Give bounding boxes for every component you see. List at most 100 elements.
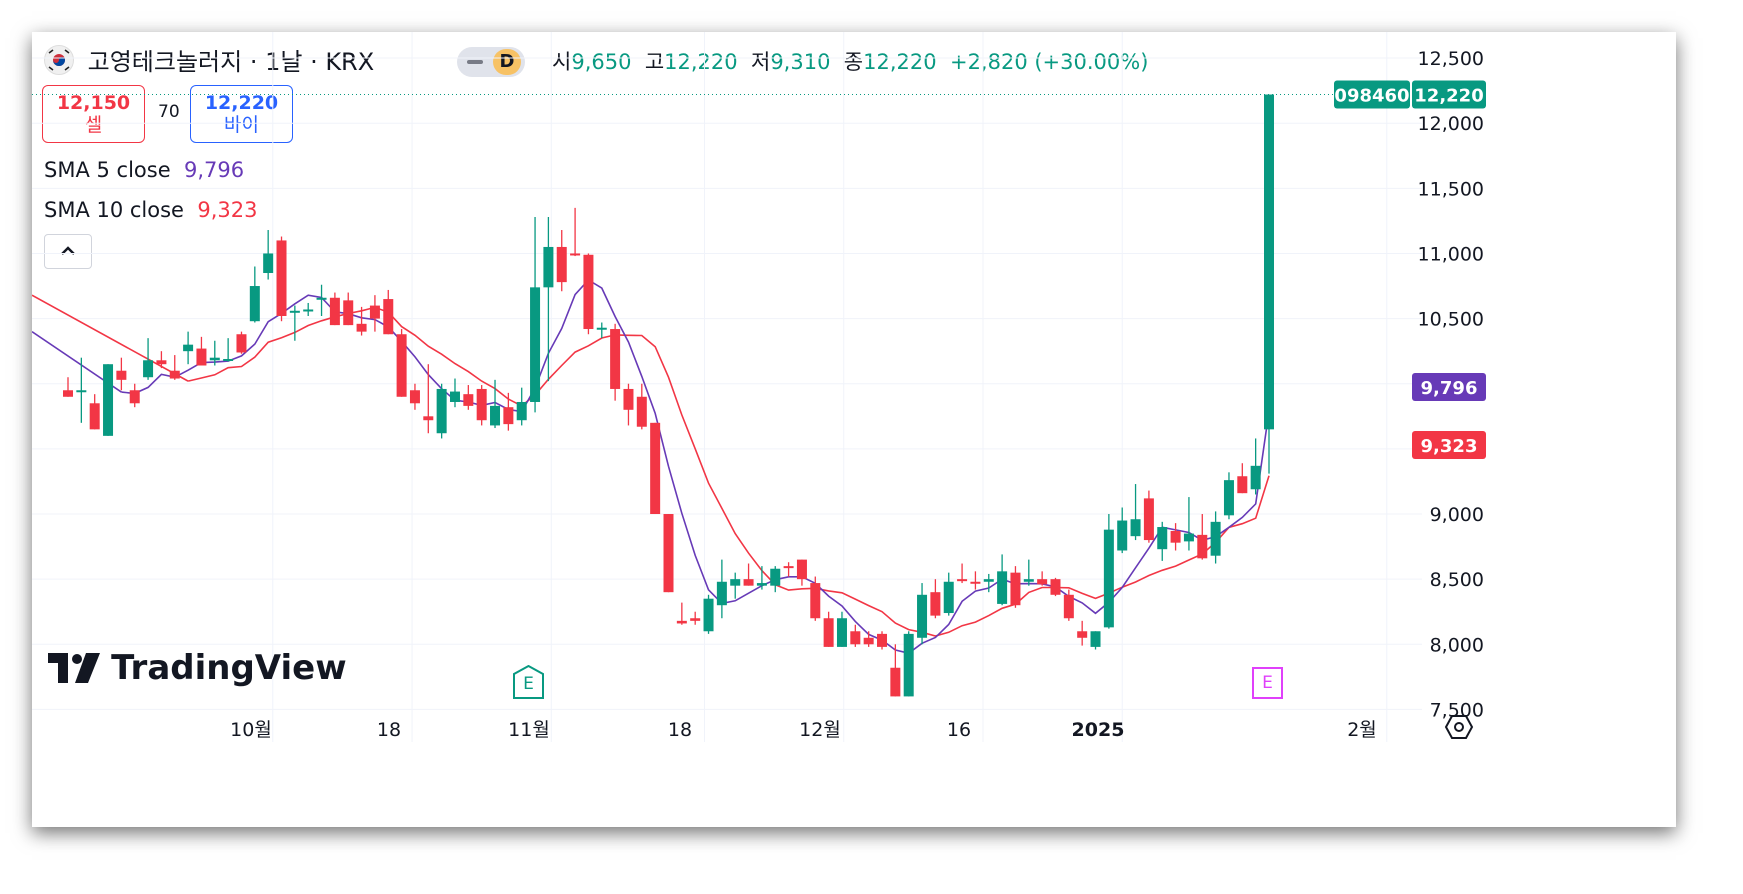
- candle: [716, 559, 727, 619]
- candle: [783, 562, 794, 577]
- candle-body: [1250, 465, 1261, 490]
- indicator-sma10[interactable]: SMA 10 close 9,323: [44, 198, 257, 222]
- candle: [623, 383, 634, 426]
- price-tick-label: 8,000: [1430, 634, 1484, 656]
- candle: [1223, 472, 1234, 520]
- axis-settings-button[interactable]: [1444, 712, 1474, 742]
- candle: [1037, 571, 1048, 586]
- candle-body: [703, 598, 714, 632]
- candle-body: [610, 329, 621, 389]
- price-chart[interactable]: 7,5008,0008,5009,0009,50010,00010,50011,…: [32, 32, 1676, 827]
- candle-body: [850, 631, 861, 645]
- candle: [1170, 523, 1181, 551]
- candle-body: [1264, 94, 1274, 430]
- candle: [1063, 589, 1074, 621]
- open-value: 9,650: [571, 50, 632, 74]
- earnings-marker[interactable]: E: [513, 664, 544, 699]
- candle-body: [76, 390, 87, 393]
- time-axis: 10월 18 11월 18 12월 16 2025 2월: [230, 719, 1377, 741]
- candle-body: [716, 581, 727, 606]
- candle: [129, 383, 140, 408]
- candle: [850, 624, 861, 647]
- candle: [396, 329, 407, 397]
- candle-body: [503, 407, 514, 425]
- candle-body: [103, 364, 114, 436]
- candle: [690, 611, 701, 625]
- candle-body: [756, 583, 767, 586]
- candle-body: [276, 240, 287, 316]
- candle-body: [836, 618, 847, 647]
- indicator-name: SMA 10 close: [44, 198, 184, 222]
- candle: [156, 351, 167, 369]
- candle-body: [1157, 527, 1168, 550]
- close-label: 종: [843, 50, 864, 74]
- candle: [1197, 514, 1208, 560]
- candle-body: [903, 633, 914, 697]
- candle-body: [623, 388, 634, 410]
- candle: [1210, 511, 1221, 564]
- earnings-marker[interactable]: E: [1252, 667, 1283, 699]
- candle: [530, 216, 541, 413]
- candle-body: [863, 637, 874, 645]
- price-tick-label: 9,000: [1430, 504, 1484, 526]
- candle: [516, 387, 527, 426]
- price-tick-label: 8,500: [1430, 569, 1484, 591]
- candle-body: [1023, 579, 1034, 582]
- candle-body: [476, 388, 487, 421]
- candle-body: [436, 388, 447, 434]
- candle-body: [1223, 480, 1234, 516]
- candle: [1250, 438, 1261, 495]
- symbol-header[interactable]: 고영테크놀러지 · 1날 · KRX: [44, 42, 374, 77]
- candle-body: [1010, 572, 1021, 606]
- candle: [463, 385, 474, 410]
- candle: [810, 576, 821, 621]
- grid: [32, 32, 1422, 742]
- candle-body: [409, 390, 420, 404]
- candle: [329, 292, 340, 326]
- sell-label: 셀: [84, 114, 103, 136]
- price-tick-label: 11,500: [1418, 178, 1484, 200]
- chart-panel[interactable]: 고영테크놀러지 · 1날 · KRX D 시9,650 고12,220 저9,3…: [32, 32, 1676, 827]
- candle-body: [463, 394, 474, 406]
- price-tick-label: 7,500: [1430, 699, 1484, 721]
- candle: [1143, 490, 1154, 543]
- candle: [409, 383, 420, 410]
- indicator-sma5[interactable]: SMA 5 close 9,796: [44, 158, 244, 182]
- earnings-marker-label: E: [523, 674, 534, 694]
- candle: [476, 385, 487, 426]
- candle: [303, 302, 314, 316]
- candle: [1023, 559, 1034, 586]
- candle-body: [890, 667, 901, 697]
- korea-flag-icon: [44, 44, 74, 75]
- candle-body: [1103, 529, 1114, 628]
- candle-body: [209, 357, 220, 361]
- time-tick-label: 2월: [1347, 719, 1377, 741]
- candle: [356, 306, 367, 336]
- candle: [89, 394, 100, 430]
- candle: [103, 364, 114, 436]
- last-price-tag-bg: [1412, 80, 1486, 109]
- candle-body: [263, 253, 274, 274]
- candle: [676, 602, 687, 625]
- candle: [743, 563, 754, 586]
- candle-body: [1170, 530, 1181, 543]
- collapse-button[interactable]: [44, 234, 92, 269]
- tradingview-wordmark: TradingView: [111, 648, 347, 688]
- tradingview-logo[interactable]: TradingView: [48, 648, 347, 688]
- buy-button[interactable]: 12,220 바이: [190, 85, 293, 143]
- sell-button[interactable]: 12,150 셀: [42, 85, 145, 143]
- candle: [503, 392, 514, 431]
- candle: [1264, 94, 1274, 474]
- candle-body: [877, 633, 888, 647]
- candle: [796, 559, 807, 586]
- candle-body: [1063, 594, 1074, 619]
- candle-body: [356, 323, 367, 332]
- chevron-up-icon: [61, 246, 75, 255]
- candle: [1130, 484, 1141, 541]
- candle-body: [1037, 579, 1048, 585]
- interval-toggle[interactable]: D: [457, 47, 525, 77]
- candle-body: [596, 327, 607, 330]
- candle-body: [570, 253, 581, 256]
- candle-body: [1117, 520, 1128, 551]
